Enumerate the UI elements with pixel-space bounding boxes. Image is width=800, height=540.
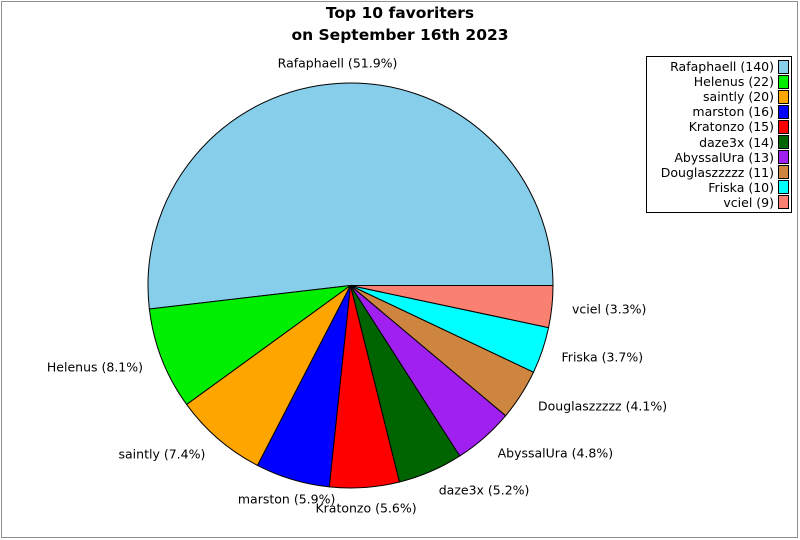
legend-row-AbyssalUra: AbyssalUra (13) — [649, 150, 789, 165]
legend-label: Helenus (22) — [693, 74, 774, 90]
legend-label: vciel (9) — [723, 194, 774, 210]
slice-label-vciel: vciel (3.3%) — [572, 301, 647, 317]
slice-label-daze3x: daze3x (5.2%) — [438, 482, 530, 498]
slice-label-saintly: saintly (7.4%) — [118, 446, 206, 462]
legend-row-daze3x: daze3x (14) — [649, 135, 789, 150]
pie-slice-vciel — [350, 285, 554, 329]
slice-label-Friska: Friska (3.7%) — [561, 349, 644, 365]
legend-swatch — [778, 195, 789, 210]
legend-swatch — [778, 74, 789, 89]
pie-slice-Helenus — [148, 284, 353, 406]
legend-row-Friska: Friska (10) — [649, 180, 789, 195]
legend-label: daze3x (14) — [699, 134, 774, 150]
legend-label: Douglaszzzzz (11) — [660, 164, 774, 180]
legend-swatch — [778, 119, 789, 134]
slice-label-Rafaphaell: Rafaphaell (51.9%) — [277, 55, 398, 71]
legend-row-Kratonzo: Kratonzo (15) — [649, 119, 789, 134]
chart-title-line2: on September 16th 2023 — [291, 26, 509, 44]
legend-row-saintly: saintly (20) — [649, 89, 789, 104]
legend-label: Rafaphaell (140) — [670, 59, 774, 74]
slice-label-Douglaszzzzz: Douglaszzzzz (4.1%) — [538, 398, 668, 414]
legend-swatch — [778, 165, 789, 180]
slice-label-Kratonzo: Kratonzo (5.6%) — [315, 500, 417, 516]
legend-swatch — [778, 89, 789, 104]
legend-label: Kratonzo (15) — [688, 119, 774, 135]
slice-label-marston: marston (5.9%) — [237, 491, 336, 507]
legend-row-Rafaphaell: Rafaphaell (140) — [649, 59, 789, 74]
slice-label-AbyssalUra: AbyssalUra (4.8%) — [497, 445, 614, 461]
legend-row-Helenus: Helenus (22) — [649, 74, 789, 89]
legend-row-vciel: vciel (9) — [649, 195, 789, 210]
chart-title-line1: Top 10 favoriters — [325, 4, 475, 22]
legend-label: marston (16) — [692, 104, 774, 120]
legend-box: Rafaphaell (140) Helenus (22) saintly (20)… — [646, 56, 792, 213]
legend-swatch — [778, 104, 789, 119]
legend-label: AbyssalUra (13) — [674, 149, 774, 165]
legend-swatch — [778, 135, 789, 150]
legend-swatch — [778, 59, 789, 74]
legend-label: Friska (10) — [708, 179, 774, 195]
legend-swatch — [778, 180, 789, 195]
chart-title: Top 10 favoriters on September 16th 2023 — [0, 2, 800, 46]
legend-row-marston: marston (16) — [649, 104, 789, 119]
legend-label: saintly (20) — [703, 89, 774, 105]
slice-label-Helenus: Helenus (8.1%) — [46, 359, 143, 375]
pie-slice-Rafaphaell — [147, 82, 554, 310]
legend-row-Douglaszzzzz: Douglaszzzzz (11) — [649, 165, 789, 180]
legend-swatch — [778, 150, 789, 165]
